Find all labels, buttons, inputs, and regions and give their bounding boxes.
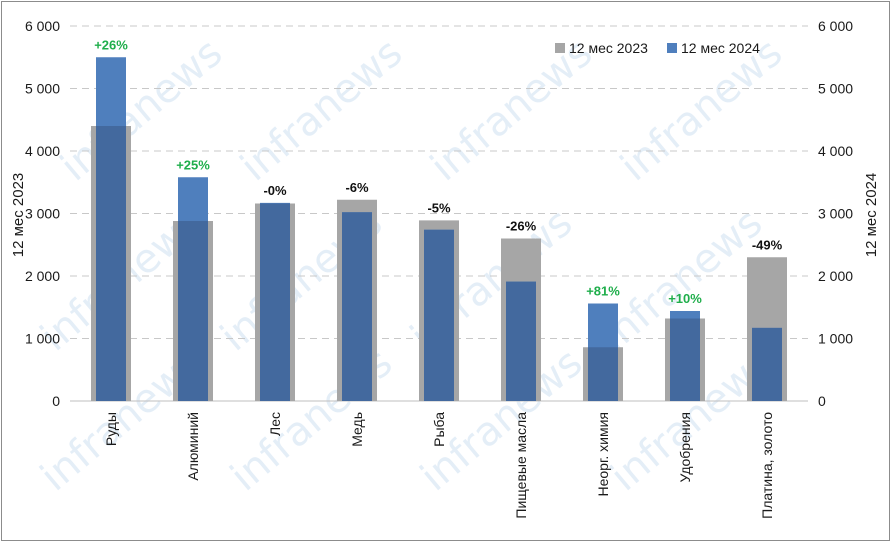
y-tick-label-left: 0 <box>52 393 60 409</box>
y-tick-label-left: 2 000 <box>25 268 60 284</box>
legend: 12 мес 2023 12 мес 2024 <box>555 40 760 56</box>
change-label: -26% <box>506 219 537 234</box>
x-category-label: Платина, золото <box>759 412 775 519</box>
bar-overlap <box>670 318 700 401</box>
x-category-label: Пищевые масла <box>513 412 529 519</box>
y-tick-label-right: 4 000 <box>818 143 853 159</box>
change-label: -5% <box>427 200 451 215</box>
change-label: -6% <box>345 180 369 195</box>
y-tick-label-left: 5 000 <box>25 81 60 97</box>
x-category-label: Лес <box>267 412 283 436</box>
bar-overlap <box>506 281 536 401</box>
legend-label-2023: 12 мес 2023 <box>569 40 648 56</box>
y-axis-left-title: 12 мес 2023 <box>10 173 27 258</box>
y-tick-label-left: 6 000 <box>25 18 60 34</box>
bar-overlap <box>752 327 782 401</box>
y-tick-label-left: 4 000 <box>25 143 60 159</box>
y-tick-label-left: 1 000 <box>25 331 60 347</box>
legend-swatch-2023 <box>555 43 565 53</box>
y-axis-right-title: 12 мес 2024 <box>863 173 880 258</box>
labels-layer: 0 0 1 000 1 000 2 000 2 000 3 000 3 000 4 000 4 0… <box>25 18 853 519</box>
change-label: -49% <box>752 237 783 252</box>
legend-swatch-2024 <box>667 43 677 53</box>
bar-overlap <box>424 229 454 401</box>
change-label: +25% <box>176 157 210 172</box>
x-category-label: Медь <box>349 412 365 447</box>
y-tick-label-left: 3 000 <box>25 206 60 222</box>
change-label: -0% <box>263 183 287 198</box>
y-tick-label-right: 2 000 <box>818 268 853 284</box>
x-category-label: Руды <box>103 412 119 446</box>
bar-overlap <box>178 221 208 401</box>
change-label: +81% <box>586 284 620 299</box>
y-tick-label-right: 1 000 <box>818 331 853 347</box>
bar-overlap <box>260 203 290 401</box>
bar-overlap <box>342 212 372 401</box>
x-category-label: Удобрения <box>677 412 693 482</box>
bars-layer <box>91 57 787 401</box>
change-label: +26% <box>94 37 128 52</box>
bar-overlap <box>588 347 618 401</box>
legend-label-2024: 12 мес 2024 <box>681 40 760 56</box>
bar-overlap <box>96 126 126 401</box>
y-tick-label-right: 0 <box>818 393 826 409</box>
y-tick-label-right: 3 000 <box>818 206 853 222</box>
y-tick-label-right: 6 000 <box>818 18 853 34</box>
change-label: +10% <box>668 291 702 306</box>
watermark-text: infranews <box>232 30 411 191</box>
x-category-label: Неорг. химия <box>595 412 611 497</box>
x-category-label: Рыба <box>431 412 447 447</box>
y-tick-label-right: 5 000 <box>818 81 853 97</box>
x-category-label: Алюминий <box>185 412 201 481</box>
